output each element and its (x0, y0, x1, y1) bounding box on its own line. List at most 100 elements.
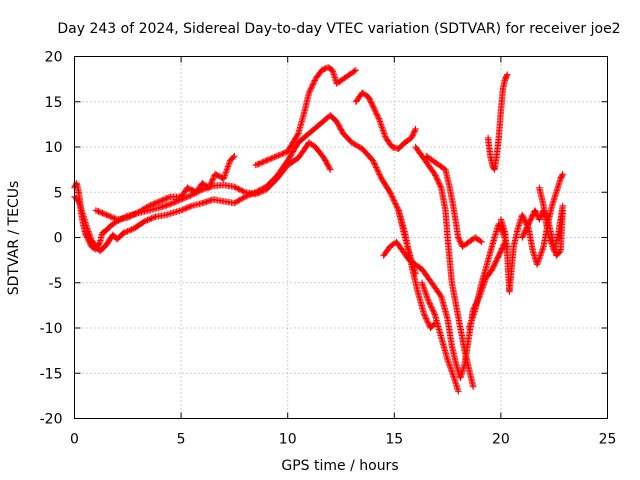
data-point (449, 371, 457, 378)
data-point (375, 115, 382, 122)
data-point (425, 320, 432, 328)
y-tick-label: 20 (45, 50, 63, 66)
series-track-h (412, 143, 477, 390)
data-point (124, 214, 131, 221)
data-point (256, 160, 263, 167)
data-point (377, 119, 384, 127)
data-point (151, 214, 158, 221)
data-point (448, 367, 455, 374)
data-point (425, 299, 433, 306)
data-point (424, 294, 431, 301)
data-point (432, 172, 439, 179)
series-track-o (536, 184, 566, 255)
data-point (179, 206, 186, 213)
data-point (537, 252, 544, 259)
series-track-j (418, 279, 462, 395)
data-point (177, 207, 185, 214)
data-point (559, 202, 566, 209)
data-point (423, 316, 430, 324)
data-point (231, 152, 238, 160)
data-point (207, 180, 214, 187)
data-point (538, 247, 546, 255)
data-point (84, 226, 91, 234)
y-tick-label: -15 (40, 366, 63, 382)
data-point (388, 191, 395, 199)
data-point (436, 180, 443, 187)
data-point (372, 162, 379, 170)
data-point (220, 175, 227, 182)
data-point (351, 140, 358, 148)
data-point (243, 193, 250, 200)
data-point (371, 160, 378, 167)
data-point (376, 171, 383, 178)
data-point (294, 131, 301, 138)
data-point (504, 71, 511, 78)
data-point (108, 213, 115, 221)
data-point (311, 77, 318, 84)
data-point (429, 305, 436, 313)
data-point (438, 335, 445, 342)
data-point (369, 157, 377, 164)
data-point (422, 313, 429, 321)
data-point (132, 210, 139, 217)
data-point (435, 179, 442, 186)
data-point (231, 199, 238, 207)
data-point (124, 228, 131, 235)
data-point (444, 356, 451, 363)
series-track-e (352, 89, 419, 152)
data-point (307, 86, 314, 94)
data-point (236, 196, 243, 204)
data-point (223, 166, 231, 173)
data-point (431, 170, 438, 178)
data-point (374, 167, 381, 174)
data-point (104, 212, 111, 219)
data-point (173, 198, 181, 205)
data-point (545, 231, 552, 238)
plot-frame (74, 56, 608, 419)
data-point (371, 105, 378, 113)
data-point (373, 111, 380, 118)
y-tick-label: -10 (40, 321, 63, 337)
data-point (411, 127, 419, 134)
data-point (420, 285, 428, 292)
data-point (87, 235, 95, 242)
data-point (424, 319, 432, 326)
data-point (239, 195, 246, 202)
data-point (308, 84, 315, 91)
data-point (393, 203, 400, 210)
data-point (421, 312, 428, 319)
data-point (155, 198, 162, 206)
y-tick-label: -5 (49, 276, 63, 292)
x-tick-label: 5 (177, 432, 186, 448)
data-point (355, 143, 362, 150)
data-point (309, 82, 316, 90)
data-point (371, 161, 379, 168)
data-point (183, 204, 190, 212)
data-point (427, 301, 434, 309)
data-point (128, 226, 135, 233)
data-point (277, 151, 285, 158)
data-point (419, 282, 427, 289)
data-point (392, 200, 399, 207)
data-point (559, 170, 566, 178)
data-point (370, 104, 377, 111)
series-track-i (423, 152, 485, 250)
data-point (210, 175, 217, 182)
data-point (373, 109, 380, 117)
data-point (129, 211, 137, 219)
data-point (260, 185, 267, 192)
data-point (429, 307, 437, 314)
data-point (434, 177, 442, 185)
data-point (533, 261, 541, 268)
data-point (519, 213, 527, 220)
data-point (167, 200, 174, 208)
y-tick-label: -20 (40, 412, 63, 428)
data-point (386, 189, 394, 196)
data-point (208, 179, 215, 186)
y-tick-label: 5 (54, 185, 63, 201)
data-point (437, 183, 444, 190)
series-track-l (484, 71, 511, 173)
data-point (427, 303, 435, 310)
data-point (391, 198, 398, 206)
data-point (140, 205, 147, 213)
